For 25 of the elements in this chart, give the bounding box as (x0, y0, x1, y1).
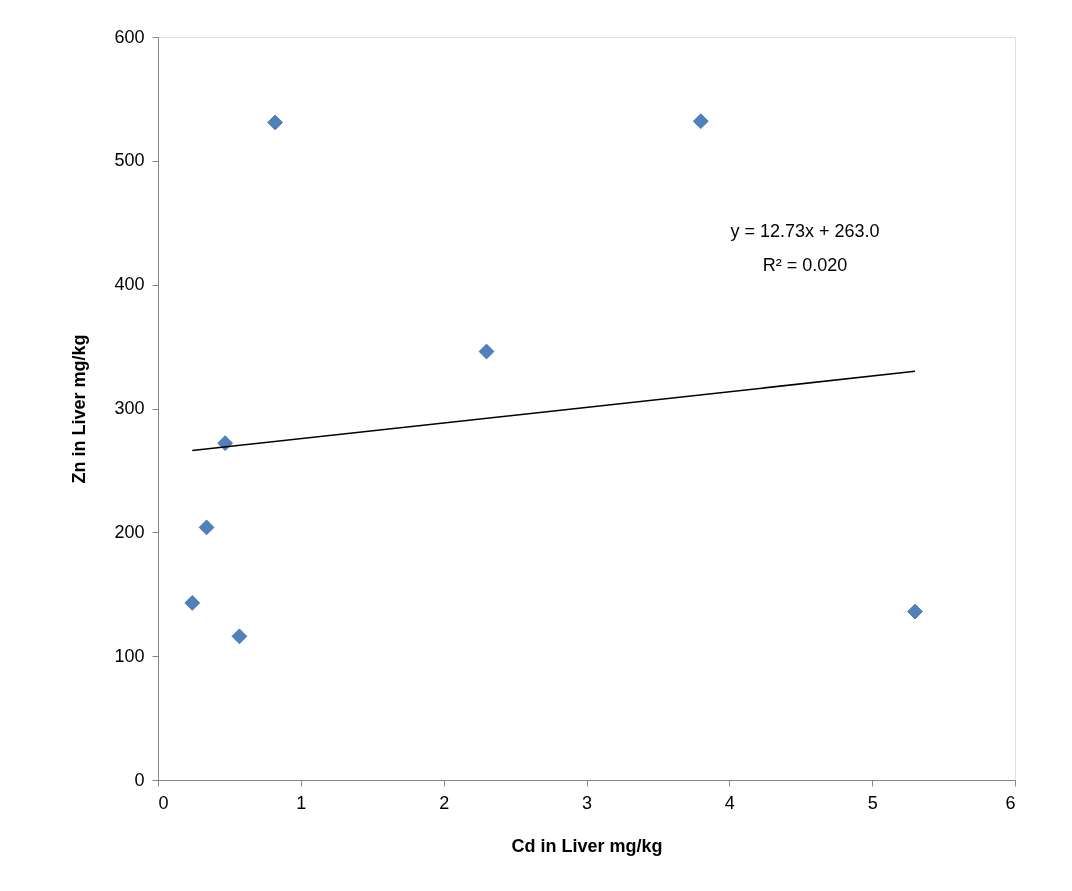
y-tick-label: 400 (114, 274, 145, 295)
x-tick-label: 5 (867, 792, 878, 813)
y-axis-title: Zn in Liver mg/kg (69, 334, 90, 484)
x-tick-label: 6 (1005, 792, 1016, 813)
point (198, 519, 215, 536)
point (231, 628, 248, 645)
point (907, 603, 923, 620)
x-tick-label: 1 (296, 792, 307, 813)
x-tick-label: 2 (439, 792, 450, 813)
y-tick-label: 0 (134, 769, 145, 790)
y-tick-label: 100 (114, 645, 145, 666)
y-tick-label: 500 (114, 150, 145, 171)
point (478, 343, 495, 360)
x-tick-label: 3 (581, 792, 593, 813)
y-tick-label: 300 (114, 398, 145, 418)
x-axis-title: Cd in Liver mg/kg (511, 835, 663, 856)
point (267, 114, 283, 131)
point (692, 113, 709, 130)
x-tick-label: 0 (158, 792, 169, 813)
x-tick-label: 4 (724, 792, 735, 813)
y-tick-label: 200 (114, 521, 145, 542)
annotation: R² = 0.020 (762, 254, 848, 275)
annotation: y = 12.73x + 263.0 (730, 220, 880, 241)
point (184, 595, 201, 611)
y-tick-label: 600 (114, 26, 145, 47)
